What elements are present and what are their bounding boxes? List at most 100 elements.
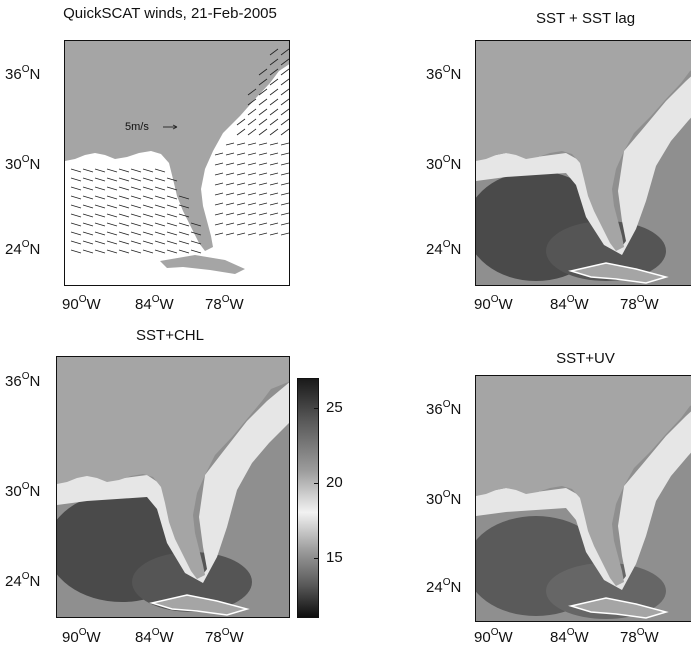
lon-label-sst-uv: 84OW bbox=[550, 627, 589, 646]
wind-arrow bbox=[106, 249, 118, 254]
wind-arrow bbox=[258, 98, 268, 106]
wind-arrow bbox=[225, 152, 235, 156]
wind-arrow bbox=[178, 222, 190, 227]
wind-arrow bbox=[94, 204, 106, 209]
lon-label-sst-uv: 90OW bbox=[474, 627, 513, 646]
wind-arrow bbox=[70, 168, 82, 173]
wind-arrow bbox=[82, 177, 94, 182]
wind-arrow bbox=[269, 192, 279, 196]
wind-arrow bbox=[258, 108, 268, 116]
lon-label-winds: 78OW bbox=[205, 294, 244, 313]
wind-arrow bbox=[106, 240, 118, 245]
wind-arrow bbox=[130, 249, 142, 254]
wind-arrow bbox=[70, 249, 82, 254]
wind-arrow bbox=[154, 249, 166, 254]
wind-arrow bbox=[70, 195, 82, 200]
scale-label: 5m/s bbox=[125, 121, 149, 133]
wind-arrow bbox=[166, 213, 178, 218]
wind-arrow bbox=[269, 212, 279, 216]
wind-arrow bbox=[166, 177, 178, 182]
wind-arrow bbox=[154, 240, 166, 245]
wind-arrow bbox=[142, 231, 154, 236]
wind-arrow bbox=[94, 222, 106, 227]
wind-arrow bbox=[82, 249, 94, 254]
wind-arrow bbox=[280, 58, 289, 66]
wind-arrow bbox=[142, 186, 154, 191]
wind-arrow bbox=[247, 182, 257, 186]
wind-arrow bbox=[142, 240, 154, 245]
wind-arrow bbox=[130, 222, 142, 227]
wind-arrow bbox=[280, 78, 289, 86]
wind-arrow bbox=[236, 192, 246, 196]
winds-map: 5m/s bbox=[64, 40, 290, 286]
wind-arrow bbox=[280, 108, 289, 116]
title-sst-lag: SST + SST lag bbox=[535, 10, 636, 27]
lat-label-sst-lag: 30ON bbox=[426, 154, 462, 173]
wind-arrow bbox=[280, 118, 289, 126]
wind-arrow bbox=[214, 162, 224, 166]
wind-arrow bbox=[118, 231, 130, 236]
wind-arrow bbox=[142, 204, 154, 209]
wind-arrow bbox=[258, 68, 268, 76]
wind-arrow bbox=[225, 202, 235, 206]
wind-arrow bbox=[269, 108, 279, 116]
wind-arrow bbox=[94, 249, 106, 254]
lat-label-winds: 24ON bbox=[5, 239, 41, 258]
wind-arrow bbox=[94, 195, 106, 200]
wind-arrow bbox=[154, 204, 166, 209]
wind-arrow bbox=[280, 192, 289, 196]
lon-label-winds: 84OW bbox=[135, 294, 174, 313]
wind-arrow bbox=[130, 177, 142, 182]
wind-arrow bbox=[106, 231, 118, 236]
wind-arrow bbox=[269, 152, 279, 156]
lon-label-sst-lag: 90OW bbox=[474, 294, 513, 313]
wind-arrow bbox=[130, 168, 142, 173]
wind-arrow bbox=[225, 162, 235, 166]
wind-arrow bbox=[280, 48, 289, 56]
land-north-america bbox=[65, 41, 289, 251]
wind-arrow bbox=[269, 202, 279, 206]
wind-arrow bbox=[214, 212, 224, 216]
lat-label-sst-chl: 36ON bbox=[5, 371, 41, 390]
lat-label-winds: 30ON bbox=[5, 154, 41, 173]
wind-arrow bbox=[236, 182, 246, 186]
wind-arrow bbox=[118, 168, 130, 173]
land-cuba bbox=[160, 255, 245, 274]
lon-label-sst-lag: 84OW bbox=[550, 294, 589, 313]
lat-label-sst-uv: 24ON bbox=[426, 577, 462, 596]
wind-arrow bbox=[82, 204, 94, 209]
wind-arrow bbox=[142, 249, 154, 254]
lat-label-sst-uv: 30ON bbox=[426, 489, 462, 508]
wind-arrow bbox=[247, 172, 257, 176]
wind-arrow bbox=[269, 182, 279, 186]
wind-arrow bbox=[118, 222, 130, 227]
colorbar-tick-mark bbox=[314, 408, 319, 409]
wind-arrow bbox=[258, 142, 268, 146]
wind-arrow bbox=[142, 168, 154, 173]
wind-arrow bbox=[236, 152, 246, 156]
wind-arrow bbox=[178, 249, 190, 254]
wind-arrow bbox=[70, 186, 82, 191]
wind-arrow bbox=[178, 213, 190, 218]
scale-arrow bbox=[163, 124, 178, 130]
lon-label-sst-lag: 78OW bbox=[620, 294, 659, 313]
wind-arrow bbox=[178, 240, 190, 245]
wind-arrow bbox=[94, 168, 106, 173]
colorbar-tick-label: 20 bbox=[326, 474, 343, 491]
wind-arrow bbox=[82, 195, 94, 200]
wind-arrow bbox=[178, 204, 190, 209]
wind-arrow bbox=[269, 172, 279, 176]
wind-arrow bbox=[247, 232, 257, 236]
wind-arrow bbox=[280, 142, 289, 146]
wind-arrow bbox=[236, 202, 246, 206]
wind-arrow bbox=[70, 177, 82, 182]
wind-arrow bbox=[247, 98, 257, 106]
wind-arrow bbox=[247, 222, 257, 226]
wind-arrow bbox=[130, 195, 142, 200]
wind-arrow bbox=[258, 78, 268, 86]
colorbar-tick-label: 15 bbox=[326, 549, 343, 566]
wind-arrow bbox=[247, 192, 257, 196]
wind-arrow bbox=[258, 128, 268, 136]
wind-arrow bbox=[269, 118, 279, 126]
wind-arrow bbox=[82, 186, 94, 191]
